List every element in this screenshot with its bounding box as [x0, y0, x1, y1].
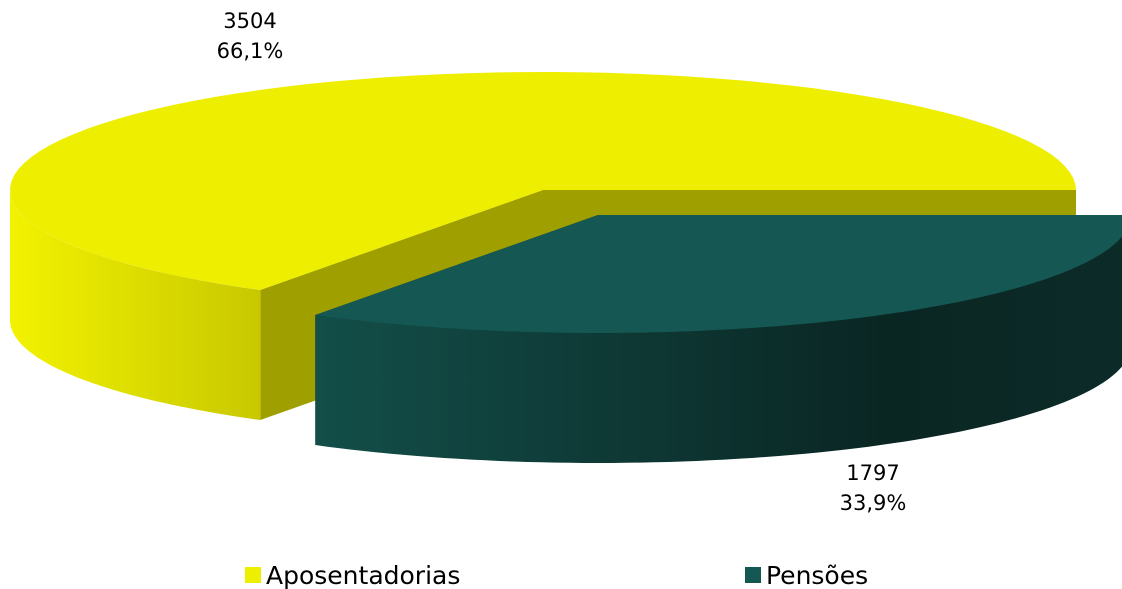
legend-label: Aposentadorias	[266, 561, 460, 589]
legend-swatch	[745, 567, 761, 583]
slice-side	[10, 190, 261, 420]
slice-side	[315, 236, 1122, 463]
slice	[315, 215, 1122, 333]
data-label: 66,1%	[217, 39, 284, 63]
slice	[10, 72, 1077, 290]
legend-label: Pensões	[766, 561, 868, 589]
data-label: 33,9%	[840, 491, 907, 515]
legend-swatch	[245, 567, 261, 583]
data-label: 3504	[223, 9, 276, 33]
plot	[10, 72, 1122, 463]
data-label: 1797	[846, 461, 899, 485]
